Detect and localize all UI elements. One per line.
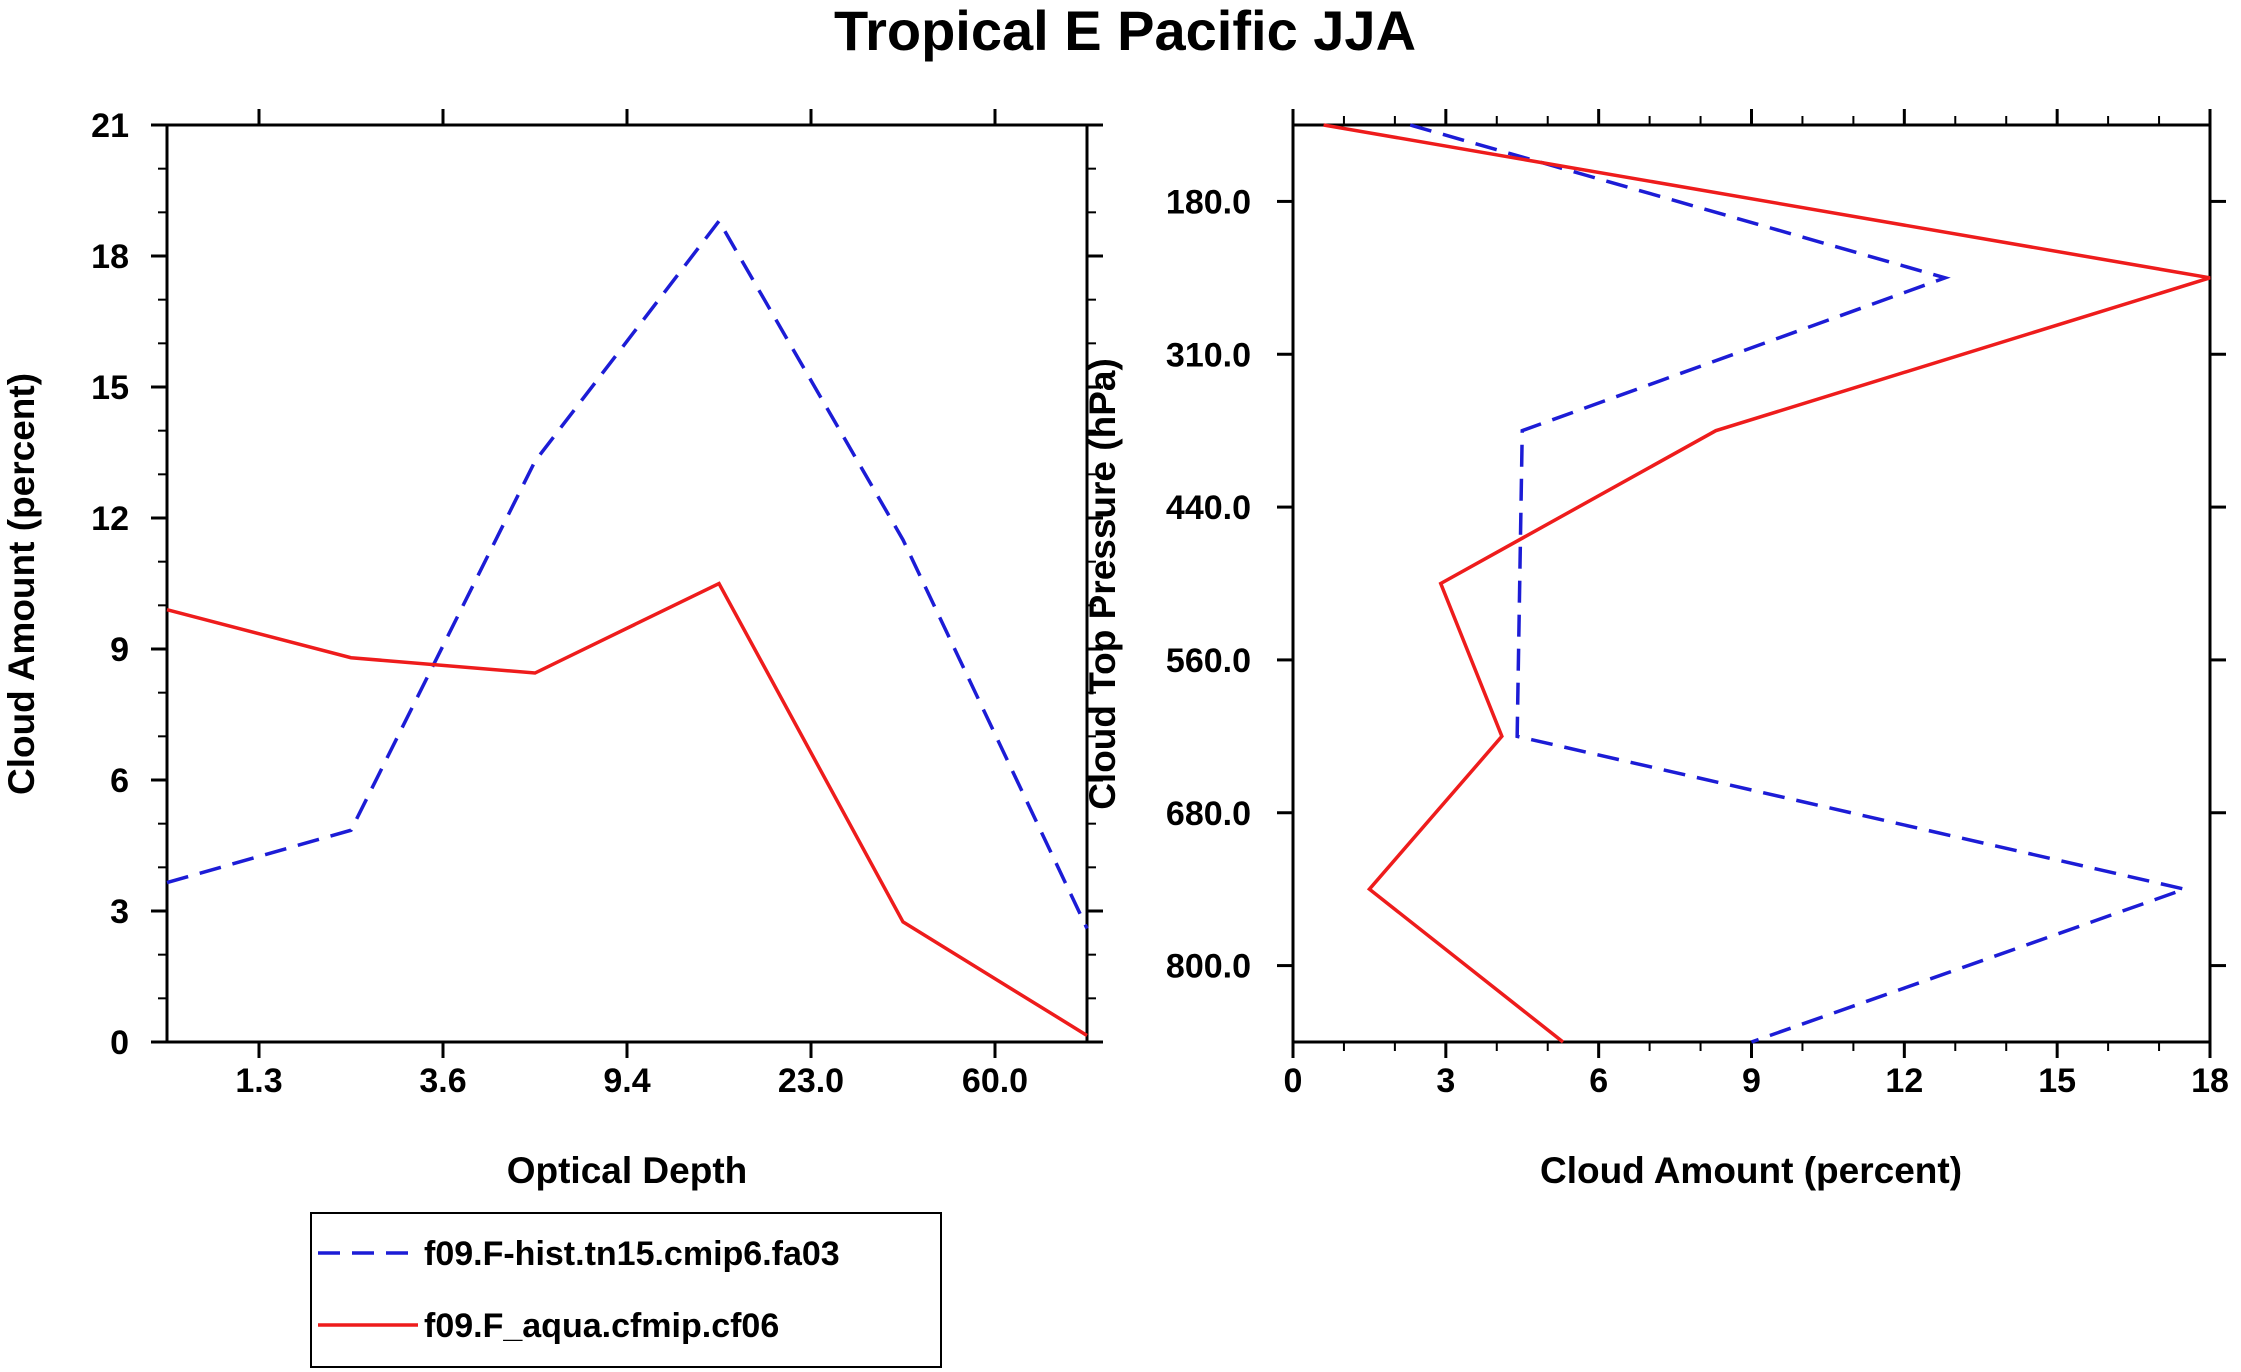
right-x-tick-label: 15	[2038, 1062, 2076, 1100]
legend-box	[310, 1212, 942, 1368]
left-y-tick-label: 12	[91, 500, 129, 538]
left-series-line-aqua	[166, 581, 1088, 1037]
right-y-tick-label: 560.0	[1166, 642, 1251, 680]
right-plot-panel: 0 3 6 9 12 15 18 180.0 310.0 440.0 560.0 680.0 800.0…	[1082, 109, 2229, 1191]
right-plot-frame	[1291, 123, 2212, 1044]
right-y-tick-label: 180.0	[1166, 183, 1251, 221]
legend: f09.F-hist.tn15.cmip6.fa03 f09.F_aqua.cf…	[310, 1212, 942, 1368]
left-y-tick-label: 6	[110, 762, 129, 800]
left-x-tick-label: 9.4	[603, 1062, 650, 1100]
right-y-tick-label: 440.0	[1166, 489, 1251, 527]
right-x-tick-label: 6	[1589, 1062, 1608, 1100]
right-x-tick-label: 9	[1742, 1062, 1761, 1100]
left-y-tick-label: 9	[110, 631, 129, 669]
right-x-axis-label: Cloud Amount (percent)	[1540, 1150, 1962, 1191]
left-x-tick-label: 3.6	[419, 1062, 466, 1100]
left-y-tick-label: 21	[91, 107, 129, 145]
left-y-tick-label: 0	[110, 1024, 129, 1062]
left-plot-frame	[165, 123, 1089, 1044]
chart-title: Tropical E Pacific JJA	[834, 0, 1416, 62]
left-y-tick-label: 18	[91, 238, 129, 276]
left-x-tick-label: 60.0	[962, 1062, 1028, 1100]
right-y-tick-label: 800.0	[1166, 948, 1251, 986]
right-x-tick-label: 12	[1885, 1062, 1923, 1100]
left-y-tick-label: 3	[110, 893, 129, 931]
left-x-tick-label: 1.3	[235, 1062, 282, 1100]
right-series-line-hist	[1409, 123, 2191, 1044]
right-y-tick-label: 680.0	[1166, 795, 1251, 833]
right-x-tick-label: 3	[1436, 1062, 1455, 1100]
legend-label-hist: f09.F-hist.tn15.cmip6.fa03	[424, 1235, 840, 1273]
left-y-tick-label: 15	[91, 369, 129, 407]
left-plot-panel: 0 3 6 9 12 15 18 21 1.3 3.6 9.4 23.0 60.0 Optical De…	[1, 107, 1103, 1191]
left-series-line-hist	[166, 217, 1089, 930]
right-x-tick-label: 18	[2191, 1062, 2229, 1100]
left-y-axis-label: Cloud Amount (percent)	[1, 373, 42, 795]
left-x-axis-label: Optical Depth	[507, 1150, 748, 1191]
right-x-tick-label: 0	[1284, 1062, 1303, 1100]
right-y-axis-label: Cloud Top Pressure (hPa)	[1082, 358, 1123, 810]
left-x-tick-label: 23.0	[778, 1062, 844, 1100]
right-y-tick-label: 310.0	[1166, 336, 1251, 374]
legend-label-aqua: f09.F_aqua.cfmip.cf06	[424, 1307, 779, 1345]
right-series-line-aqua	[1323, 123, 2211, 1044]
